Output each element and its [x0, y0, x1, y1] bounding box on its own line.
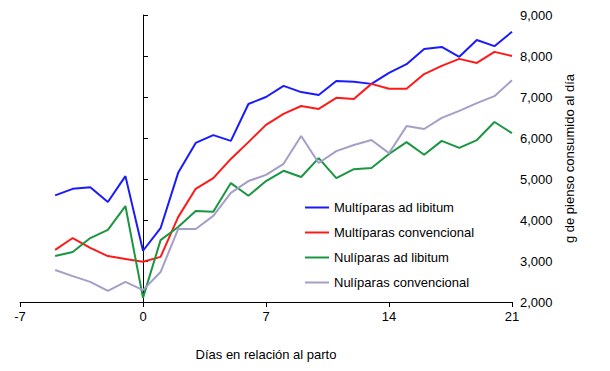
- svg-text:9,000: 9,000: [520, 8, 553, 23]
- svg-text:6,000: 6,000: [520, 131, 553, 146]
- svg-text:7: 7: [262, 309, 269, 324]
- svg-text:Multíparas ad libitum: Multíparas ad libitum: [334, 200, 454, 215]
- svg-text:-7: -7: [14, 309, 26, 324]
- svg-text:7,000: 7,000: [520, 90, 553, 105]
- svg-text:2,000: 2,000: [520, 295, 553, 310]
- svg-text:4,000: 4,000: [520, 213, 553, 228]
- svg-text:g de pienso consumido al día: g de pienso consumido al día: [562, 73, 577, 243]
- svg-text:Nulíparas ad libitum: Nulíparas ad libitum: [334, 250, 449, 265]
- svg-text:Nulíparas convencional: Nulíparas convencional: [334, 275, 469, 290]
- svg-text:0: 0: [139, 309, 146, 324]
- svg-text:5,000: 5,000: [520, 172, 553, 187]
- svg-text:Días en relación al parto: Días en relación al parto: [196, 347, 337, 362]
- svg-text:8,000: 8,000: [520, 49, 553, 64]
- svg-text:3,000: 3,000: [520, 254, 553, 269]
- svg-text:21: 21: [505, 309, 519, 324]
- svg-text:14: 14: [382, 309, 396, 324]
- svg-text:Multíparas convencional: Multíparas convencional: [334, 225, 474, 240]
